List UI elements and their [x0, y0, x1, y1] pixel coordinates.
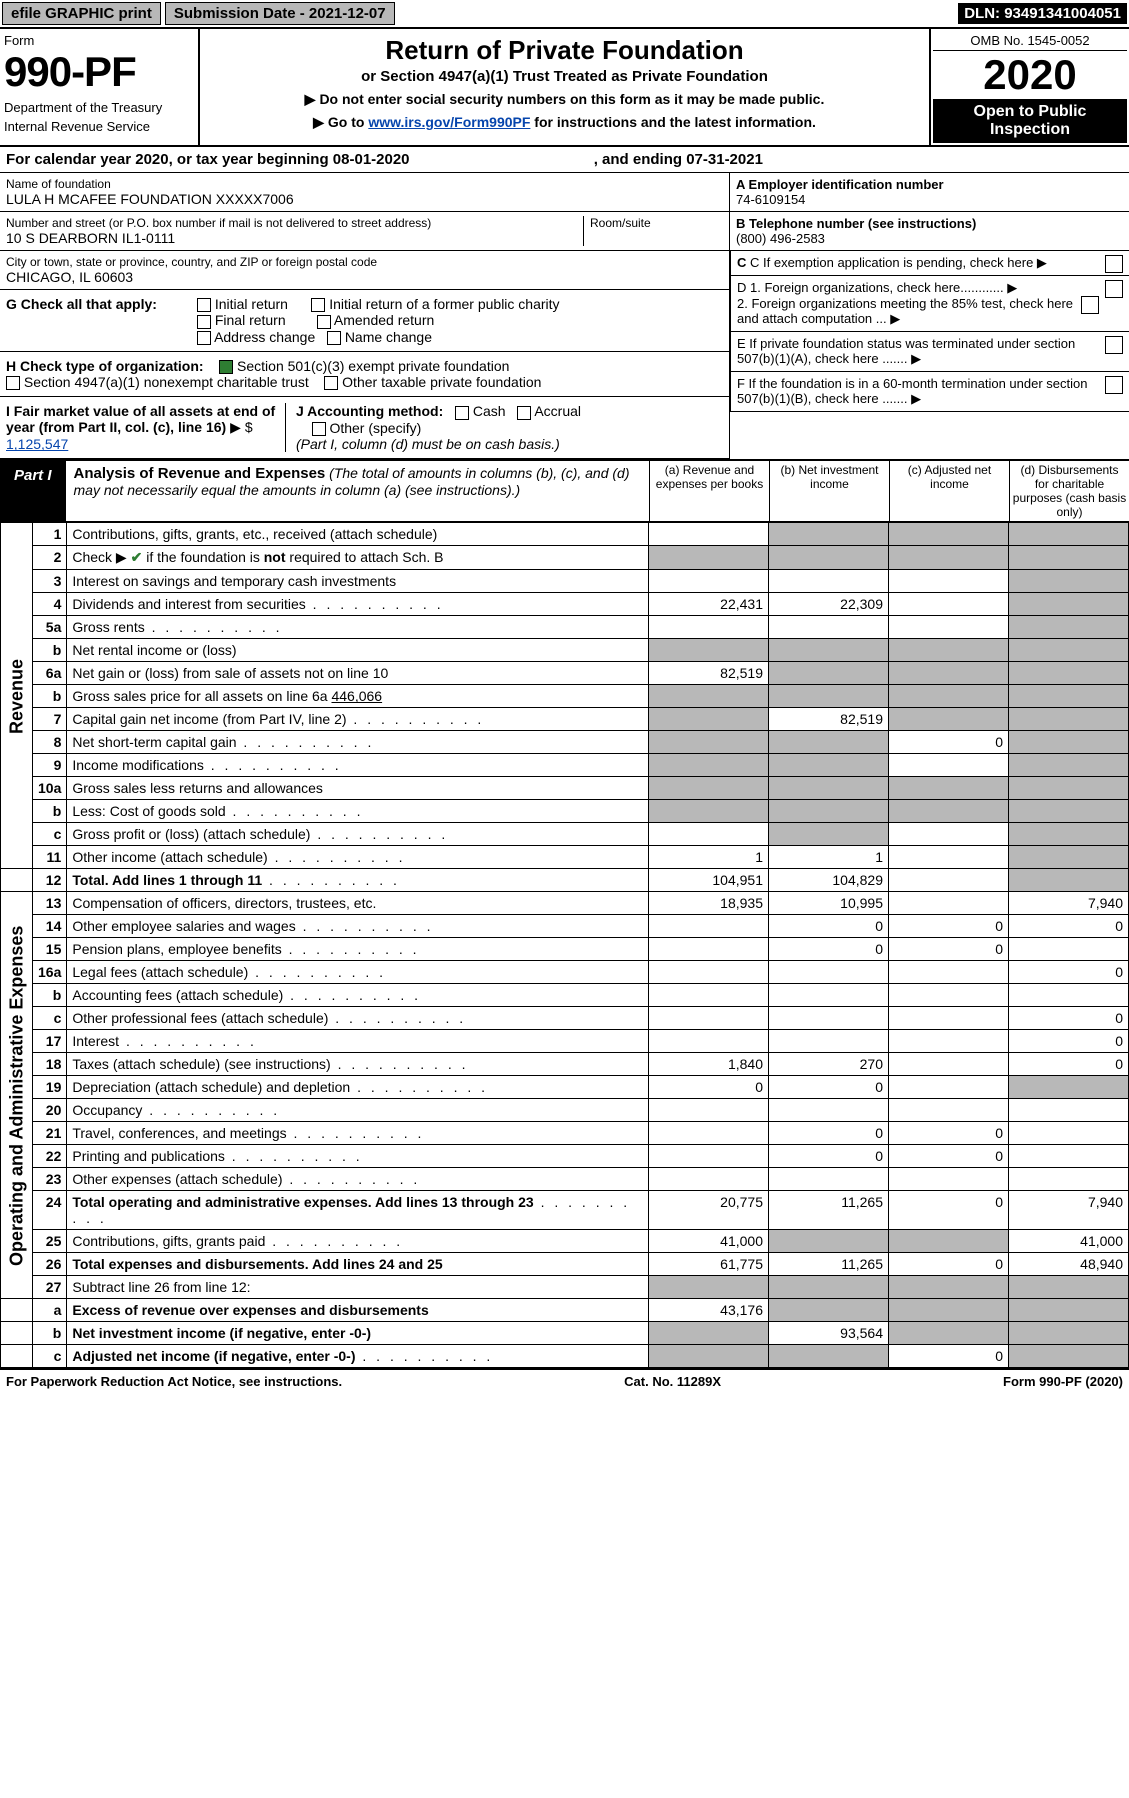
- section-i: I Fair market value of all assets at end…: [0, 397, 729, 459]
- table-row: 2Check ▶ ✔ if the foundation is not requ…: [1, 546, 1129, 570]
- table-row: 5aGross rents: [1, 616, 1129, 639]
- note2: ▶Go to www.irs.gov/Form990PF for instruc…: [206, 114, 923, 131]
- header-left: Form 990-PF Department of the Treasury I…: [0, 29, 200, 145]
- form-number: 990-PF: [4, 48, 194, 96]
- efile-button[interactable]: efile GRAPHIC print: [2, 2, 161, 25]
- col-d: (d) Disbursements for charitable purpose…: [1009, 461, 1129, 521]
- table-row: 12Total. Add lines 1 through 11104,95110…: [1, 869, 1129, 892]
- open-public: Open to Public Inspection: [933, 99, 1127, 143]
- omb: OMB No. 1545-0052: [933, 31, 1127, 51]
- info-grid: Name of foundation LULA H MCAFEE FOUNDAT…: [0, 173, 1129, 459]
- form-header: Form 990-PF Department of the Treasury I…: [0, 27, 1129, 147]
- fmv-link[interactable]: 1,125,547: [6, 436, 68, 452]
- submission-date: Submission Date - 2021-12-07: [165, 2, 395, 25]
- table-row: cOther professional fees (attach schedul…: [1, 1007, 1129, 1030]
- table-row: 26Total expenses and disbursements. Add …: [1, 1253, 1129, 1276]
- col-a: (a) Revenue and expenses per books: [649, 461, 769, 521]
- table-row: 4Dividends and interest from securities2…: [1, 593, 1129, 616]
- table-row: 21Travel, conferences, and meetings00: [1, 1122, 1129, 1145]
- table-row: 19Depreciation (attach schedule) and dep…: [1, 1076, 1129, 1099]
- address-cell: Number and street (or P.O. box number if…: [0, 212, 729, 251]
- table-row: Revenue 1Contributions, gifts, grants, e…: [1, 523, 1129, 546]
- form-link[interactable]: www.irs.gov/Form990PF: [368, 114, 530, 130]
- part-label: Part I: [0, 461, 66, 521]
- table-row: 18Taxes (attach schedule) (see instructi…: [1, 1053, 1129, 1076]
- table-row: 27Subtract line 26 from line 12:: [1, 1276, 1129, 1299]
- phone-cell: B Telephone number (see instructions) (8…: [730, 212, 1129, 251]
- foundation-name-cell: Name of foundation LULA H MCAFEE FOUNDAT…: [0, 173, 729, 212]
- box-f: F If the foundation is in a 60-month ter…: [730, 372, 1129, 412]
- col-c: (c) Adjusted net income: [889, 461, 1009, 521]
- table-row: 16aLegal fees (attach schedule)0: [1, 961, 1129, 984]
- dln: DLN: 93491341004051: [958, 3, 1127, 24]
- calendar-year-row: For calendar year 2020, or tax year begi…: [0, 147, 1129, 173]
- irs: Internal Revenue Service: [4, 119, 194, 134]
- table-row: 14Other employee salaries and wages000: [1, 915, 1129, 938]
- form-label: Form: [4, 33, 194, 48]
- revenue-label: Revenue: [1, 523, 33, 869]
- opex-label: Operating and Administrative Expenses: [1, 892, 33, 1299]
- part1-header: Part I Analysis of Revenue and Expenses …: [0, 459, 1129, 522]
- table-row: 20Occupancy: [1, 1099, 1129, 1122]
- table-row: 11Other income (attach schedule)11: [1, 846, 1129, 869]
- table-row: cGross profit or (loss) (attach schedule…: [1, 823, 1129, 846]
- note1: ▶Do not enter social security numbers on…: [206, 91, 923, 108]
- footer-mid: Cat. No. 11289X: [624, 1374, 721, 1389]
- box-e: E If private foundation status was termi…: [730, 332, 1129, 372]
- checkbox-501c3[interactable]: [219, 360, 233, 374]
- table-row: 17Interest0: [1, 1030, 1129, 1053]
- dept: Department of the Treasury: [4, 100, 194, 115]
- table-row: 8Net short-term capital gain0: [1, 731, 1129, 754]
- table-row: cAdjusted net income (if negative, enter…: [1, 1345, 1129, 1368]
- section-h: H Check type of organization: Section 50…: [0, 352, 729, 398]
- part-title: Analysis of Revenue and Expenses (The to…: [66, 461, 649, 521]
- ein-cell: A Employer identification number 74-6109…: [730, 173, 1129, 212]
- table-row: bNet investment income (if negative, ent…: [1, 1322, 1129, 1345]
- table-row: aExcess of revenue over expenses and dis…: [1, 1299, 1129, 1322]
- table-row: Operating and Administrative Expenses 13…: [1, 892, 1129, 915]
- city-cell: City or town, state or province, country…: [0, 251, 729, 290]
- header-right: OMB No. 1545-0052 2020 Open to Public In…: [929, 29, 1129, 145]
- header-mid: Return of Private Foundation or Section …: [200, 29, 929, 145]
- table-row: 25Contributions, gifts, grants paid41,00…: [1, 1230, 1129, 1253]
- footer-right: Form 990-PF (2020): [1003, 1374, 1123, 1389]
- subtitle: or Section 4947(a)(1) Trust Treated as P…: [206, 68, 923, 85]
- analysis-table: Revenue 1Contributions, gifts, grants, e…: [0, 522, 1129, 1368]
- table-row: 10aGross sales less returns and allowanc…: [1, 777, 1129, 800]
- table-row: bNet rental income or (loss): [1, 639, 1129, 662]
- tax-year: 2020: [933, 51, 1127, 99]
- footer-left: For Paperwork Reduction Act Notice, see …: [6, 1374, 342, 1389]
- table-row: 22Printing and publications00: [1, 1145, 1129, 1168]
- table-row: 23Other expenses (attach schedule): [1, 1168, 1129, 1191]
- table-row: 24Total operating and administrative exp…: [1, 1191, 1129, 1230]
- box-c: C C If exemption application is pending,…: [730, 251, 1129, 276]
- table-row: 7Capital gain net income (from Part IV, …: [1, 708, 1129, 731]
- title: Return of Private Foundation: [206, 35, 923, 66]
- table-row: 15Pension plans, employee benefits00: [1, 938, 1129, 961]
- footer: For Paperwork Reduction Act Notice, see …: [0, 1368, 1129, 1393]
- table-row: 9Income modifications: [1, 754, 1129, 777]
- table-row: bGross sales price for all assets on lin…: [1, 685, 1129, 708]
- table-row: 6aNet gain or (loss) from sale of assets…: [1, 662, 1129, 685]
- col-b: (b) Net investment income: [769, 461, 889, 521]
- table-row: bAccounting fees (attach schedule): [1, 984, 1129, 1007]
- section-g: G Check all that apply: Initial return I…: [0, 290, 729, 352]
- table-row: 3Interest on savings and temporary cash …: [1, 570, 1129, 593]
- box-d: D 1. Foreign organizations, check here..…: [730, 276, 1129, 332]
- topbar: efile GRAPHIC print Submission Date - 20…: [0, 0, 1129, 27]
- table-row: bLess: Cost of goods sold: [1, 800, 1129, 823]
